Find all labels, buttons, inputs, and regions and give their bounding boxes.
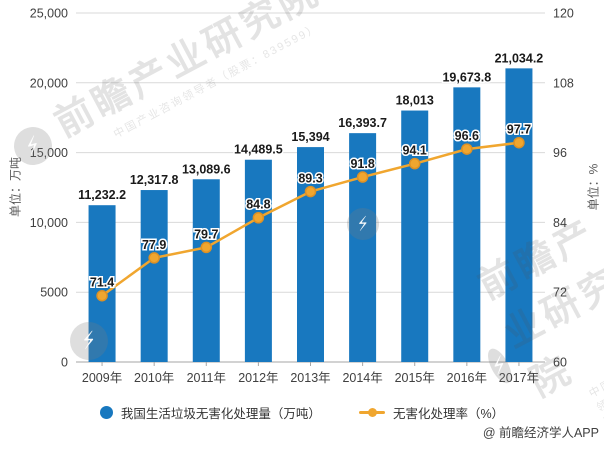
legend-item-bar-series: 我国生活垃圾无害化处理量（万吨） (99, 403, 321, 422)
x-category-label: 2015年 (395, 371, 435, 385)
bar-value-label: 12,317.8 (130, 173, 179, 187)
x-category-label: 2011年 (187, 371, 226, 385)
bar (505, 68, 533, 362)
bar-value-label: 14,489.5 (234, 143, 283, 157)
bar-series-legend-marker-icon (99, 406, 113, 419)
bar (140, 190, 168, 362)
bar-series-legend-label: 我国生活垃圾无害化处理量（万吨） (120, 407, 321, 421)
line-point-label: 97.7 (507, 123, 531, 137)
right-axis-tick-label: 60 (553, 356, 567, 370)
left-axis-tick-label: 25,000 (30, 7, 68, 21)
x-category-label: 2014年 (342, 371, 382, 385)
line-point-label: 84.8 (246, 198, 270, 212)
line-point-label: 91.8 (350, 157, 374, 171)
chart-plot-area: 0 60 5000 72 10,000 84 15,000 96 20,000 108 25,000… (30, 7, 574, 386)
line-point-marker (96, 289, 108, 302)
left-axis-tick-label: 5000 (40, 286, 68, 300)
bar (453, 87, 481, 362)
right-axis-tick-label: 120 (553, 7, 574, 21)
bar-value-label: 21,034.2 (495, 51, 544, 65)
line-point-marker (408, 157, 421, 170)
line-point-label: 96.6 (455, 129, 479, 143)
line-point-marker (148, 252, 160, 264)
line-point-label: 94.1 (403, 144, 427, 158)
left-axis-tick-label: 20,000 (30, 76, 68, 90)
bar-value-label: 19,673.8 (442, 70, 491, 84)
bar-value-label: 11,232.2 (78, 188, 126, 202)
line-series-legend-label: 无害化处理率（%） (392, 407, 505, 421)
line-point-marker (252, 211, 265, 224)
bar (297, 147, 324, 362)
line-point-label: 77.9 (142, 238, 166, 252)
x-category-label: 2016年 (447, 371, 487, 385)
x-category-label: 2013年 (290, 371, 330, 385)
bar (192, 179, 220, 362)
x-category-label: 2010年 (134, 371, 174, 385)
bar-value-label: 15,394 (291, 130, 329, 144)
line-point-label: 71.4 (90, 276, 114, 290)
line-series-legend-marker-icon (358, 408, 385, 417)
chart-legend: 我国生活垃圾无害化处理量（万吨） 无害化处理率（%） (0, 403, 604, 422)
right-axis-tick-label: 84 (553, 216, 567, 230)
right-axis-tick-label: 72 (553, 286, 567, 300)
line-point-marker (200, 241, 213, 254)
bar-value-label: 16,393.7 (338, 116, 387, 130)
x-category-label: 2017年 (499, 371, 539, 385)
left-axis-tick-label: 15,000 (30, 146, 68, 160)
line-point-marker (513, 136, 525, 149)
x-category-label: 2009年 (82, 371, 122, 385)
bar-value-label: 13,089.6 (182, 162, 231, 176)
chart-container: 单位：万吨 单位：% 0 60 5000 72 10,000 84 15,000 96 20,0… (0, 0, 604, 440)
line-point-marker (461, 143, 473, 155)
right-axis-tick-label: 96 (553, 146, 567, 160)
line-point-label: 79.7 (194, 227, 218, 241)
bar (401, 110, 429, 363)
bar (244, 159, 272, 362)
left-axis-tick-label: 10,000 (30, 216, 68, 230)
legend-item-line-series: 无害化处理率（%） (358, 403, 505, 422)
right-axis-tick-label: 108 (553, 76, 574, 90)
bar-value-label: 18,013 (396, 94, 434, 108)
line-point-marker (304, 185, 317, 198)
left-axis-tick-label: 0 (61, 356, 68, 370)
bar (88, 205, 116, 362)
line-point-label: 89.3 (298, 172, 322, 186)
line-point-marker (356, 171, 369, 183)
source-credit: @ 前瞻经济学人APP (482, 426, 599, 440)
x-category-label: 2012年 (238, 371, 278, 385)
